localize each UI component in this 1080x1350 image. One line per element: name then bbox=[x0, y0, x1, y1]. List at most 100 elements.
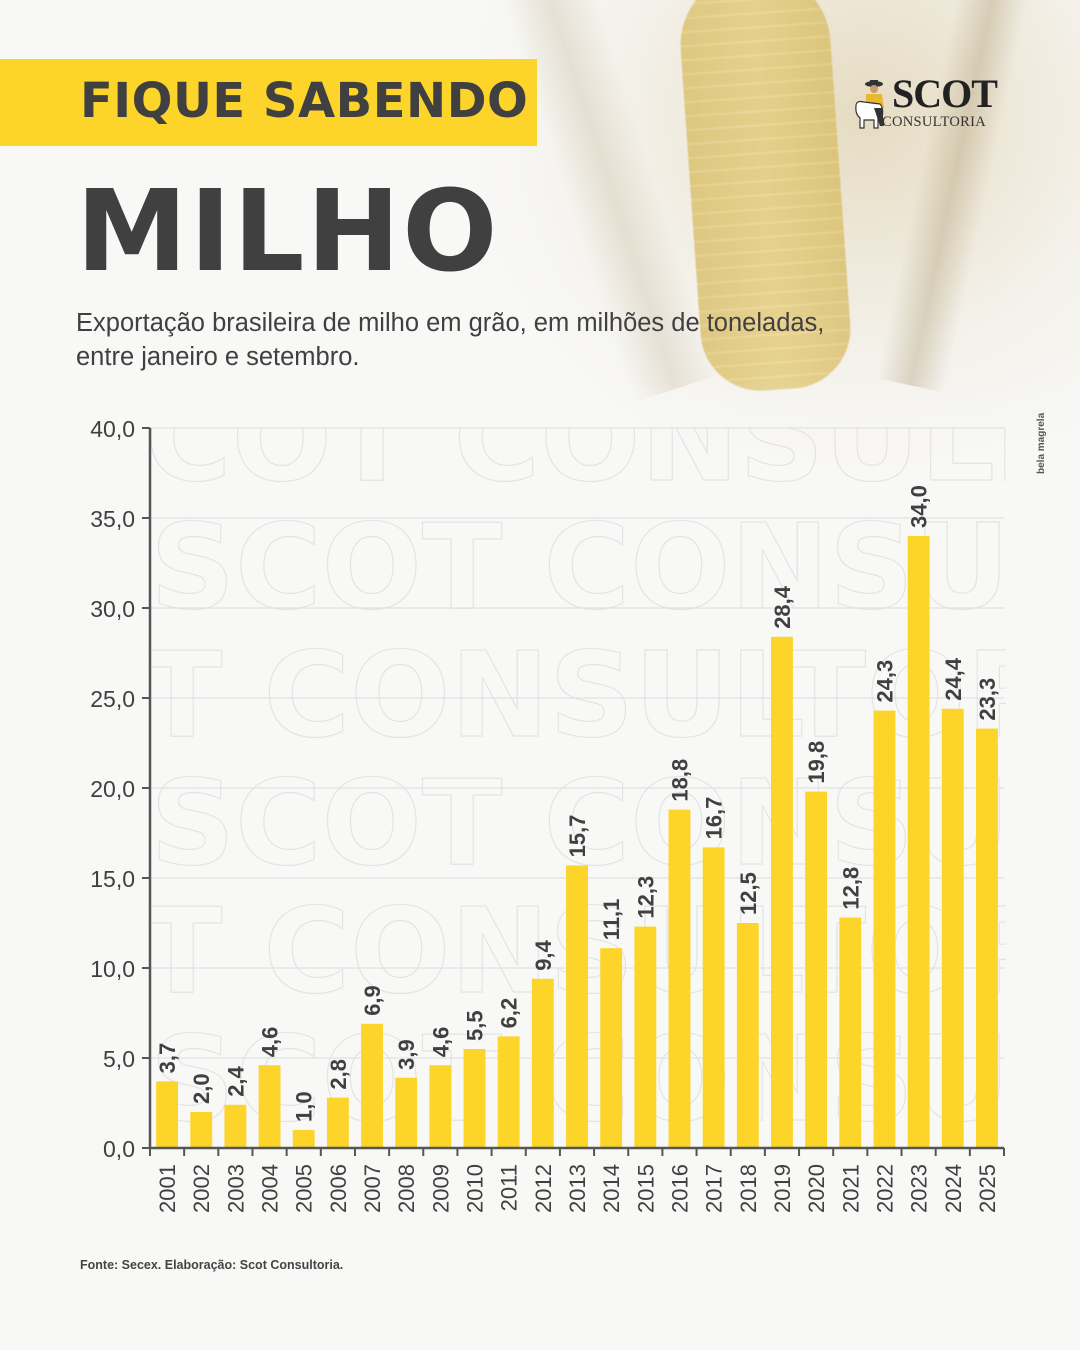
axes bbox=[142, 427, 1005, 1156]
y-tick-label: 20,0 bbox=[90, 776, 135, 802]
bar bbox=[326, 1097, 349, 1148]
bar bbox=[668, 809, 691, 1148]
bar bbox=[224, 1104, 247, 1148]
x-tick-label: 2018 bbox=[736, 1164, 761, 1213]
bar bbox=[736, 923, 759, 1148]
x-tick-label: 2009 bbox=[428, 1164, 453, 1213]
x-tick-label: 2021 bbox=[838, 1164, 863, 1213]
page-title: MILHO bbox=[76, 167, 500, 297]
scot-consultoria-logo: SCOT CONSULTORIA bbox=[848, 72, 1008, 138]
background-fade bbox=[0, 380, 1080, 520]
x-tick-labels: 2001 2002 2003 2004 2005 2006 2007 2008 2009 2010… bbox=[155, 1164, 1000, 1213]
x-tick-label: 2020 bbox=[804, 1164, 829, 1213]
value-label: 6,2 bbox=[497, 998, 522, 1029]
x-tick-label: 2013 bbox=[565, 1164, 590, 1213]
x-tick-label: 2002 bbox=[189, 1164, 214, 1213]
value-label: 4,6 bbox=[428, 1027, 453, 1058]
value-label: 2,4 bbox=[223, 1065, 248, 1096]
value-label: 6,9 bbox=[360, 985, 385, 1016]
y-tick-labels: 0,0 5,0 10,0 15,0 20,0 25,0 30,0 35,0 40,0 bbox=[90, 416, 135, 1162]
subtitle-line: Exportação brasileira de milho em grão, … bbox=[76, 309, 825, 337]
bar bbox=[702, 847, 725, 1148]
y-tick-label: 0,0 bbox=[103, 1136, 135, 1162]
bar bbox=[634, 926, 657, 1148]
bar bbox=[292, 1130, 315, 1148]
banner-label: FIQUE SABENDO bbox=[80, 73, 529, 129]
x-tick-label: 2011 bbox=[497, 1164, 522, 1211]
bar bbox=[873, 710, 896, 1148]
watermark-text: SCOT CONSULTORIA bbox=[0, 626, 1080, 764]
y-tick-label: 25,0 bbox=[90, 686, 135, 712]
value-label: 11,1 bbox=[599, 899, 624, 941]
bar bbox=[941, 708, 964, 1148]
bar bbox=[839, 917, 862, 1148]
x-tick-label: 2014 bbox=[599, 1164, 624, 1213]
watermark-text: SCOT CONSULTORIA bbox=[150, 498, 1080, 636]
watermark-text: SCOT CONSULTORIA bbox=[60, 370, 1080, 508]
y-tick-label: 35,0 bbox=[90, 506, 135, 532]
x-tick-label: 2006 bbox=[326, 1164, 351, 1213]
x-tick-label: 2023 bbox=[907, 1164, 932, 1213]
x-tick-label: 2025 bbox=[975, 1164, 1000, 1213]
chart-subtitle: Exportação brasileira de milho em grão, … bbox=[76, 306, 976, 374]
subtitle-line: entre janeiro e setembro. bbox=[76, 343, 360, 371]
x-tick-label: 2024 bbox=[941, 1164, 966, 1213]
y-tick-label: 30,0 bbox=[90, 596, 135, 622]
value-label: 1,0 bbox=[292, 1091, 317, 1122]
value-label: 2,0 bbox=[189, 1073, 214, 1104]
value-label: 4,6 bbox=[258, 1027, 283, 1058]
cowboy-with-calf-icon bbox=[855, 80, 884, 129]
bar bbox=[531, 978, 554, 1148]
watermark-text: SCOT CONSULTORIA bbox=[150, 754, 1080, 892]
x-tick-label: 2003 bbox=[223, 1164, 248, 1213]
bar bbox=[771, 636, 793, 1148]
source-note: Fonte: Secex. Elaboração: Scot Consultor… bbox=[80, 1258, 344, 1272]
bar bbox=[805, 791, 828, 1148]
value-label: 15,7 bbox=[565, 815, 590, 858]
value-label: 3,9 bbox=[394, 1039, 419, 1070]
bar bbox=[497, 1036, 520, 1148]
bar bbox=[600, 948, 623, 1148]
value-label: 3,7 bbox=[155, 1043, 180, 1074]
value-label: 12,8 bbox=[838, 867, 863, 910]
y-tick-label: 10,0 bbox=[90, 956, 135, 982]
y-tick-label: 40,0 bbox=[90, 416, 135, 442]
bar bbox=[156, 1081, 179, 1148]
value-label: 23,3 bbox=[975, 678, 1000, 721]
bar bbox=[907, 536, 930, 1148]
bar bbox=[566, 865, 588, 1148]
bar bbox=[258, 1065, 281, 1148]
value-label: 5,5 bbox=[463, 1010, 488, 1041]
value-label: 34,0 bbox=[907, 485, 932, 528]
x-tick-label: 2004 bbox=[258, 1164, 283, 1213]
value-label: 24,4 bbox=[941, 657, 966, 701]
x-tick-label: 2012 bbox=[531, 1164, 556, 1213]
x-tick-label: 2010 bbox=[463, 1164, 488, 1213]
value-label: 9,4 bbox=[531, 939, 556, 970]
bar bbox=[361, 1023, 383, 1148]
value-label: 12,5 bbox=[736, 872, 761, 915]
value-label: 18,8 bbox=[667, 759, 692, 802]
x-tick-label: 2008 bbox=[394, 1164, 419, 1213]
y-tick-label: 15,0 bbox=[90, 866, 135, 892]
bars bbox=[156, 536, 998, 1148]
value-label: 28,4 bbox=[770, 585, 795, 629]
bar bbox=[395, 1077, 418, 1148]
x-tick-label: 2007 bbox=[360, 1164, 385, 1213]
value-label: 16,7 bbox=[702, 797, 727, 840]
bar bbox=[975, 728, 998, 1148]
logo-wordmark: SCOT bbox=[892, 71, 998, 116]
x-tick-label: 2017 bbox=[702, 1164, 727, 1213]
bar bbox=[463, 1049, 486, 1148]
value-labels: 3,7 2,0 2,4 4,6 1,0 2,8 6,9 3,9 4,6 5,5 6,2 9,4 15,7… bbox=[155, 485, 1000, 1122]
x-tick-label: 2001 bbox=[155, 1164, 180, 1213]
x-tick-label: 2016 bbox=[667, 1164, 692, 1213]
value-label: 19,8 bbox=[804, 741, 829, 784]
bar bbox=[429, 1065, 452, 1148]
logo-tagline: CONSULTORIA bbox=[882, 114, 987, 130]
value-label: 2,8 bbox=[326, 1059, 351, 1090]
x-tick-label: 2015 bbox=[633, 1164, 658, 1213]
value-label: 24,3 bbox=[872, 660, 897, 703]
y-tick-label: 5,0 bbox=[103, 1046, 135, 1072]
